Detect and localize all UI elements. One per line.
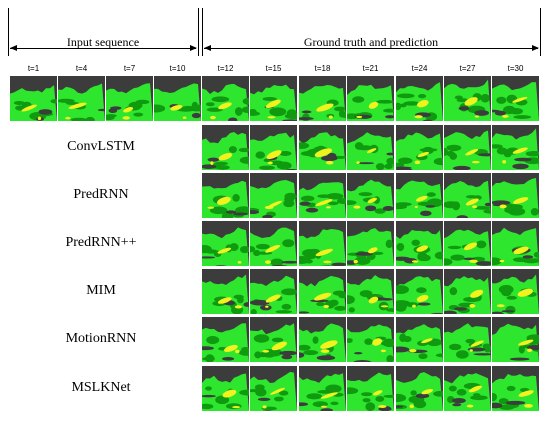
ground-truth-frame [396,76,443,121]
ground-truth-frame [299,76,346,121]
separator-line-b [202,8,203,56]
prediction-frame [444,317,491,362]
prediction-frame [492,173,539,218]
prediction-frame [444,125,491,170]
prediction-frame [202,221,249,266]
prediction-frame [250,366,297,411]
model-label: MSLKNet [71,380,131,395]
ground-truth-frame [492,76,539,121]
prediction-frame [396,366,443,411]
ground-truth-frame [250,76,297,121]
prediction-frame [202,269,249,314]
ground-truth-frame [154,76,201,121]
prediction-frame [444,221,491,266]
prediction-frame [492,125,539,170]
prediction-frame [250,269,297,314]
prediction-frame [347,366,394,411]
ground-truth-frame [10,76,57,121]
prediction-frame [250,125,297,170]
ground-truth-frame [202,76,249,121]
model-label: MotionRNN [65,331,137,346]
prediction-frame [250,317,297,362]
time-label: t=30 [507,64,524,73]
time-label: t=18 [314,64,331,73]
ground-truth-frame [347,76,394,121]
time-label: t=12 [217,64,234,73]
ground-truth-frame [106,76,153,121]
prediction-frame [299,125,346,170]
prediction-frame [444,269,491,314]
prediction-frame [347,221,394,266]
time-label: t=15 [265,64,282,73]
prediction-frame [396,317,443,362]
input-sequence-header: Input sequence [66,35,140,49]
time-label: t=21 [362,64,379,73]
prediction-frame [492,366,539,411]
prediction-frame [347,125,394,170]
prediction-frame [202,317,249,362]
prediction-frame [492,317,539,362]
model-label: MIM [86,283,116,298]
prediction-frame [299,317,346,362]
ground-truth-frame [444,76,491,121]
model-label: PredRNN++ [65,235,137,250]
time-label: t=7 [123,64,136,73]
prediction-frame [347,317,394,362]
right-border-line [540,8,541,56]
prediction-frame [396,221,443,266]
prediction-frame [299,221,346,266]
prediction-frame [396,269,443,314]
prediction-frame [444,173,491,218]
prediction-frame [299,173,346,218]
prediction-frame [396,125,443,170]
prediction-frame [202,125,249,170]
model-label: PredRNN [73,187,129,202]
prediction-frame [492,269,539,314]
input-arrow-heads [10,45,197,51]
prediction-frame [444,366,491,411]
ground-truth-header: Ground truth and prediction [303,35,439,49]
time-label: t=1 [27,64,40,73]
prediction-frame [492,221,539,266]
prediction-frame [299,366,346,411]
time-label: t=10 [169,64,186,73]
prediction-frame [202,173,249,218]
input-arrow-line [10,48,196,49]
separator-line-a [198,8,199,56]
prediction-frame [250,221,297,266]
prediction-frame [396,173,443,218]
prediction-frame [347,269,394,314]
ground-arrow-heads [204,45,539,51]
prediction-frame [299,269,346,314]
ground-arrow-line [204,48,538,49]
time-label: t=4 [75,64,88,73]
model-label: ConvLSTM [67,139,135,154]
time-label: t=27 [459,64,476,73]
prediction-frame [202,366,249,411]
time-label: t=24 [411,64,428,73]
left-border-line [8,8,9,56]
prediction-frame [250,173,297,218]
prediction-frame [347,173,394,218]
ground-truth-frame [58,76,105,121]
